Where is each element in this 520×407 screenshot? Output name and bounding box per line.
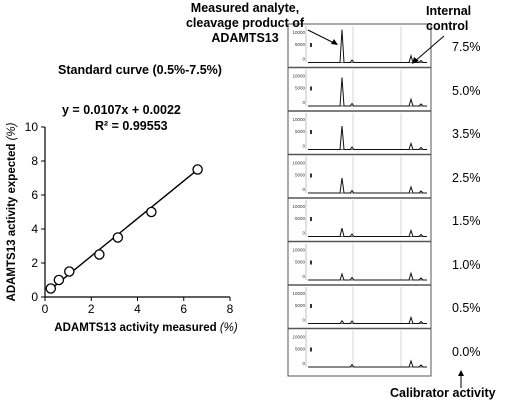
panel-tick-label: 0 xyxy=(302,231,305,236)
r-squared-value: R² = 0.99553 xyxy=(95,119,168,133)
chromatogram-panel: 10000 5000 0 xyxy=(288,240,431,281)
data-point xyxy=(94,249,105,260)
panel-tick-label: 10000 xyxy=(292,117,305,122)
panel-tick-label: 5000 xyxy=(295,260,306,265)
y-tick-label: 2 xyxy=(31,256,38,270)
panel-tick-label: 5000 xyxy=(295,303,306,308)
y-tick-label: 10 xyxy=(25,120,39,134)
panel-marker xyxy=(310,260,312,265)
chromatogram-trace xyxy=(308,126,427,150)
calibrator-percent-label: 1.5% xyxy=(452,214,481,228)
x-tick-label: 2 xyxy=(88,302,95,316)
panel-tick-label: 0 xyxy=(302,318,305,323)
chromatogram-trace xyxy=(308,77,427,107)
chromatogram-panel: 10000 5000 0 xyxy=(288,284,431,324)
panel-tick-label: 10000 xyxy=(292,204,305,209)
data-point xyxy=(64,266,75,277)
y-tick-label: 8 xyxy=(31,154,38,168)
panel-tick-label: 0 xyxy=(302,144,305,149)
panel-tick-label: 5000 xyxy=(295,173,306,178)
chromatogram-trace xyxy=(308,177,427,194)
panel-marker xyxy=(310,347,312,352)
x-axis-title: ADAMTS13 activity measured (%) xyxy=(54,322,238,334)
x-tick-label: 6 xyxy=(180,302,187,316)
data-point xyxy=(53,274,65,286)
panel-tick-label: 10000 xyxy=(292,74,305,79)
calibrator-percent-label: 0.5% xyxy=(452,301,481,315)
calibrator-percent-label: 0.0% xyxy=(452,344,481,359)
data-point xyxy=(192,164,203,175)
calibrator-percent-label: 2.5% xyxy=(452,170,481,185)
chromatogram-trace xyxy=(308,359,427,368)
y-axis-title: ADAMTS13 activity expected (%) xyxy=(6,122,18,301)
panel-tick-label: 5000 xyxy=(295,42,306,47)
panel-marker xyxy=(310,173,312,178)
chromatogram-frame xyxy=(287,23,432,377)
panel-tick-label: 10000 xyxy=(292,248,305,253)
analyte-arrowhead xyxy=(331,39,338,45)
standard-curve-title: Standard curve (0.5%-7.5%) xyxy=(58,63,222,77)
calibrator-arrowhead xyxy=(458,370,464,376)
calibrator-activity-label: Calibrator activity xyxy=(390,386,496,400)
calibrator-percent-label: 3.5% xyxy=(452,127,481,141)
x-tick-label: 8 xyxy=(227,302,234,316)
panel-tick-label: 5000 xyxy=(295,129,306,134)
panel-marker xyxy=(310,130,312,134)
chromatogram-trace xyxy=(308,228,427,237)
chromatogram-panel: 10000 5000 0 xyxy=(288,197,431,237)
y-tick-label: 0 xyxy=(31,290,38,304)
panel-tick-label: 0 xyxy=(302,187,305,192)
data-point xyxy=(112,232,124,243)
y-tick-label: 4 xyxy=(31,222,38,236)
data-point xyxy=(146,206,157,218)
panel-marker xyxy=(310,86,312,91)
panel-tick-label: 10000 xyxy=(292,30,305,35)
panel-tick-label: 10000 xyxy=(292,291,305,296)
y-tick-label: 6 xyxy=(31,188,38,202)
calibrator-percent-label: 7.5% xyxy=(452,40,481,54)
analyte-annotation: Measured analyte, cleavage product of AD… xyxy=(185,1,305,45)
panel-tick-label: 5000 xyxy=(295,86,306,91)
chromatogram-panel: 10000 5000 0 xyxy=(288,66,431,107)
chromatogram-panel: 10000 5000 0 xyxy=(292,26,427,63)
panel-marker xyxy=(310,304,312,308)
panel-tick-label: 5000 xyxy=(295,216,306,221)
chromatogram-panel: 10000 5000 0 xyxy=(288,153,431,194)
chromatogram-panel: 10000 5000 0 xyxy=(288,327,431,368)
panel-tick-label: 10000 xyxy=(292,161,305,166)
chromatogram-trace xyxy=(308,29,427,63)
internal-control-annotation: Internal control xyxy=(426,4,472,33)
panel-tick-label: 0 xyxy=(302,100,305,105)
panel-tick-label: 0 xyxy=(302,57,305,62)
x-tick-label: 0 xyxy=(42,302,49,316)
chromatogram-panel: 10000 5000 0 xyxy=(288,110,431,150)
panel-tick-label: 10000 xyxy=(292,335,305,340)
annotation-arrows xyxy=(307,29,464,388)
calibrator-percent-label: 1.0% xyxy=(452,257,481,272)
x-tick-label: 4 xyxy=(134,302,141,316)
panel-tick-label: 5000 xyxy=(295,347,306,352)
control-arrowhead xyxy=(412,57,419,64)
panel-tick-label: 0 xyxy=(302,274,305,279)
regression-equation: y = 0.0107x + 0.0022 xyxy=(62,103,181,117)
analyte-arrow xyxy=(307,29,337,45)
control-arrow xyxy=(413,35,445,63)
panel-marker xyxy=(310,217,312,221)
chromatogram-trace xyxy=(308,315,427,324)
chromatogram-trace xyxy=(308,271,427,281)
data-point xyxy=(45,283,57,294)
panel-tick-label: 0 xyxy=(302,361,305,366)
panel-marker xyxy=(310,43,312,47)
calibrator-percent-label: 5.0% xyxy=(452,83,481,98)
